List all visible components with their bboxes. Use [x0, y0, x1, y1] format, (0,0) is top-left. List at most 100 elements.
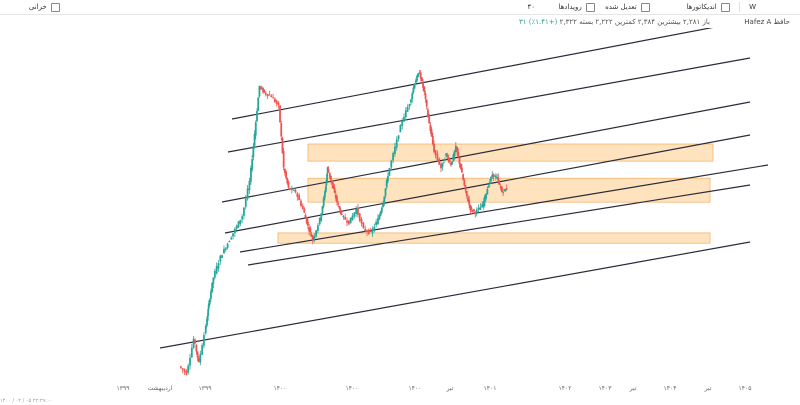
candle — [217, 263, 220, 269]
candle — [257, 97, 260, 111]
candle — [206, 318, 208, 326]
candle — [326, 167, 329, 173]
candle — [492, 173, 495, 178]
candle — [479, 207, 482, 210]
candle — [494, 176, 497, 178]
chart-toolbar: W اندیکاتورها تعدیل شده رویدادها ۴۰ خران… — [0, 0, 800, 15]
channel-line — [239, 164, 769, 253]
candle — [204, 325, 207, 334]
candle — [260, 87, 263, 89]
candle — [212, 277, 215, 284]
candle — [254, 122, 257, 136]
candle — [487, 186, 490, 188]
candle — [488, 182, 491, 184]
template-label: خرانی — [28, 3, 47, 11]
candle — [499, 186, 502, 189]
candle — [336, 196, 338, 203]
candle — [496, 176, 498, 178]
zoom-value[interactable]: ۴۰ — [527, 3, 535, 11]
candle — [401, 120, 404, 126]
candle — [454, 145, 457, 152]
candle — [349, 217, 352, 224]
candle — [468, 199, 471, 205]
candle — [328, 172, 331, 178]
candle — [262, 88, 264, 93]
ohlc-legend: حافظ Hafez A باز ۲,۲۸۱ بیشترین ۲,۳۸۴ کمت… — [90, 16, 790, 28]
candle — [308, 227, 311, 232]
channel-line — [159, 241, 751, 349]
candle — [279, 105, 281, 123]
candle — [251, 159, 254, 170]
candle — [463, 180, 466, 186]
candle — [196, 351, 199, 358]
candle — [473, 209, 475, 212]
candle — [456, 146, 458, 152]
candle — [431, 135, 434, 145]
price-chart[interactable]: ۱۳۹۹ اردیبهشت ۱۳۹۹ ۱۴۰۰ ۱۴۰۰ ۱۴۰۰ تیر ۱۴۰۱ ۱۴۰۲ ۱… — [0, 28, 800, 398]
price-zone — [307, 177, 711, 203]
candle — [397, 135, 400, 139]
candle — [351, 215, 354, 221]
candle — [461, 167, 463, 173]
candle — [233, 228, 236, 234]
time-axis: ۱۳۹۹ اردیبهشت ۱۳۹۹ ۱۴۰۰ ۱۴۰۰ ۱۴۰۰ تیر ۱۴۰۱ ۱۴۰۲ ۱… — [117, 385, 752, 392]
candle — [367, 229, 370, 234]
candle — [404, 110, 407, 118]
x-tick-label: تیر — [704, 385, 712, 392]
candle — [427, 109, 429, 117]
candle — [364, 228, 367, 232]
candle — [203, 334, 205, 346]
candle — [484, 195, 486, 203]
candle — [215, 266, 218, 274]
x-tick-label: ۱۴۰۰ — [274, 385, 287, 392]
x-tick-label: ۱۴۰۴ — [664, 385, 677, 392]
candle — [183, 369, 186, 372]
x-tick-label: ۱۴۰۲ — [559, 385, 572, 392]
candle — [414, 80, 417, 83]
x-tick-label: ۱۴۰۵ — [739, 385, 752, 392]
candle — [467, 197, 469, 202]
candle — [207, 303, 210, 309]
events-button[interactable]: رویدادها — [558, 0, 595, 14]
candle — [482, 201, 485, 208]
candle — [503, 189, 506, 191]
candle — [505, 188, 508, 190]
candle — [187, 365, 190, 373]
candle — [469, 204, 472, 211]
candle — [458, 157, 461, 164]
candle — [403, 116, 405, 122]
candle — [305, 217, 308, 224]
candle — [395, 139, 398, 148]
template-select[interactable]: خرانی — [29, 0, 60, 14]
candle — [224, 248, 227, 251]
candle — [447, 157, 450, 161]
candle — [323, 191, 326, 198]
events-label: رویدادها — [558, 3, 582, 11]
candle — [347, 220, 350, 225]
candle — [277, 102, 280, 105]
indicators-button[interactable]: اندیکاتورها — [686, 0, 730, 14]
adjusted-label: تعدیل شده — [605, 3, 637, 11]
change-value: (+۱.۴۱٪) ۳۱ — [519, 18, 558, 26]
candle — [213, 270, 216, 278]
candle — [380, 207, 383, 212]
candle — [292, 189, 295, 191]
candle — [337, 203, 340, 205]
candle — [375, 221, 378, 225]
candle — [294, 189, 297, 193]
candle — [387, 176, 389, 182]
channel-lines — [159, 28, 769, 349]
price-zone — [277, 232, 711, 244]
candle — [346, 220, 348, 223]
adjusted-button[interactable]: تعدیل شده — [605, 0, 650, 14]
candle — [481, 204, 484, 208]
candle — [304, 214, 307, 218]
candle — [497, 177, 500, 181]
timeframe-w[interactable]: W — [749, 3, 756, 11]
candle — [258, 85, 261, 97]
candle — [342, 216, 345, 218]
candle — [383, 196, 386, 204]
candle — [334, 194, 337, 199]
candle — [230, 237, 233, 240]
candle — [411, 93, 414, 100]
